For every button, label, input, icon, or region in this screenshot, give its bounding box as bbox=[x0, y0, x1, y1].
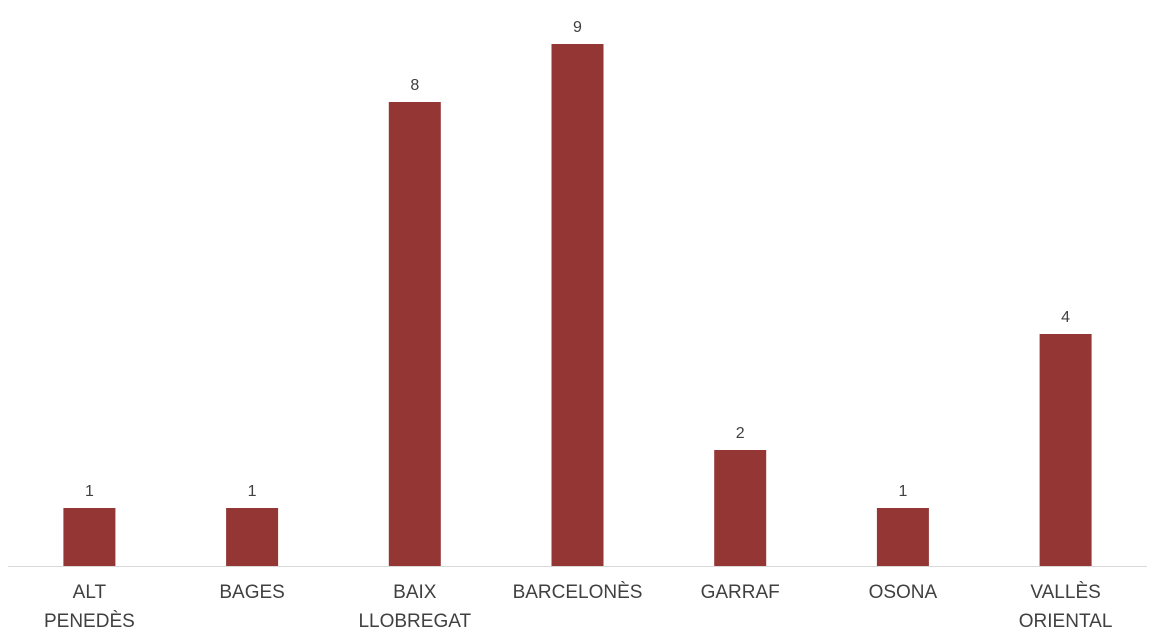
category-label-4: GARRAF bbox=[701, 582, 780, 603]
bar-6 bbox=[1039, 334, 1092, 566]
data-labels-group: 1 1 8 9 2 1 4 bbox=[85, 19, 1070, 500]
category-label-1: BAGES bbox=[219, 582, 284, 603]
category-label-5: OSONA bbox=[869, 582, 938, 603]
category-label-line: OSONA bbox=[869, 582, 938, 603]
bar-1 bbox=[226, 508, 279, 566]
data-label-1: 1 bbox=[248, 483, 257, 500]
category-label-6: VALLÈS ORIENTAL bbox=[1019, 582, 1113, 632]
category-label-line: BARCELONÈS bbox=[513, 582, 643, 603]
category-label-2: BAIX LLOBREGAT bbox=[358, 582, 471, 632]
bar-3 bbox=[551, 44, 604, 566]
category-label-line: GARRAF bbox=[701, 582, 780, 603]
data-label-6: 4 bbox=[1061, 309, 1070, 326]
bars-group bbox=[63, 44, 1092, 566]
category-label-line: PENEDÈS bbox=[44, 611, 135, 632]
category-label-line: VALLÈS bbox=[1030, 582, 1100, 603]
data-label-2: 8 bbox=[410, 77, 419, 94]
data-label-0: 1 bbox=[85, 483, 94, 500]
data-label-5: 1 bbox=[898, 483, 907, 500]
bar-0 bbox=[63, 508, 116, 566]
category-label-line: LLOBREGAT bbox=[358, 611, 471, 632]
bar-5 bbox=[876, 508, 929, 566]
category-label-3: BARCELONÈS bbox=[513, 582, 643, 603]
category-label-line: BAIX bbox=[393, 582, 437, 603]
bar-4 bbox=[714, 450, 767, 566]
category-label-line: ORIENTAL bbox=[1019, 611, 1113, 632]
category-label-line: ALT bbox=[73, 582, 107, 603]
data-label-4: 2 bbox=[736, 425, 745, 442]
data-label-3: 9 bbox=[573, 19, 582, 36]
category-label-line: BAGES bbox=[219, 582, 284, 603]
category-label-0: ALT PENEDÈS bbox=[44, 582, 135, 632]
category-labels-group: ALT PENEDÈS BAGES BAIX LLOBREGAT BARCELONÈS GA… bbox=[44, 582, 1112, 632]
bar-2 bbox=[388, 102, 441, 566]
